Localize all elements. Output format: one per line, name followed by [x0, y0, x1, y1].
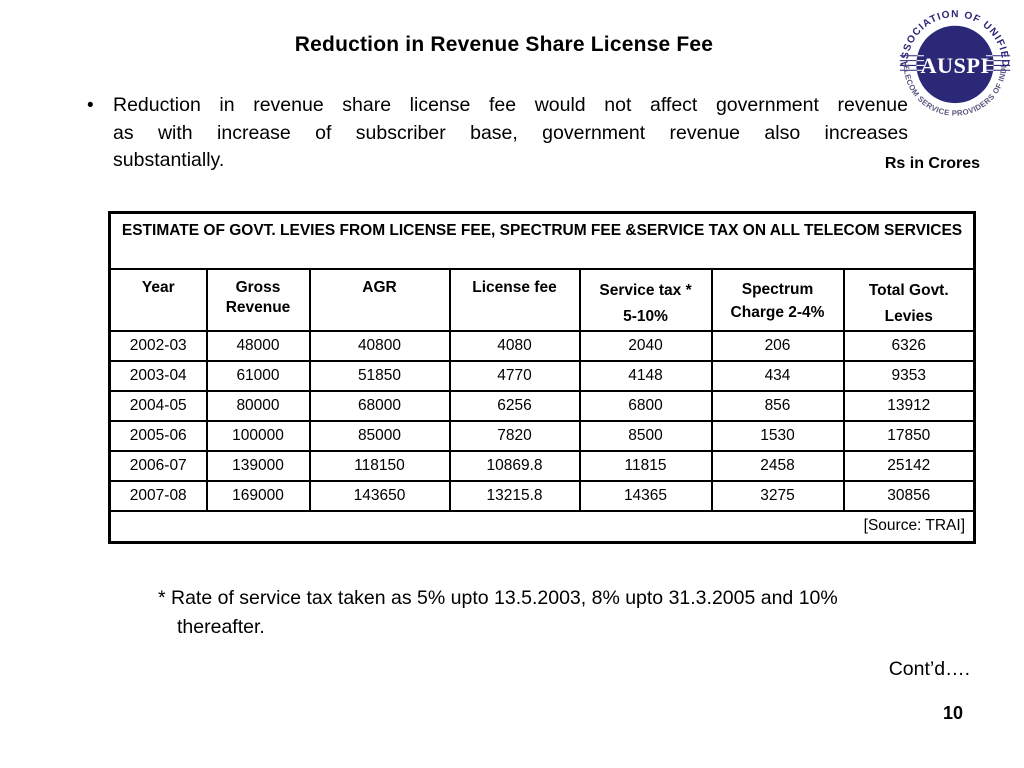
levies-table: ESTIMATE OF GOVT. LEVIES FROM LICENSE FE… [108, 211, 977, 544]
table-row: 2004-05 80000 68000 6256 6800 856 13912 [108, 389, 976, 422]
contd-note: Cont’d…. [888, 658, 970, 680]
column-header-total-govt-levies: Total Govt. Levies [842, 267, 976, 332]
table-cell: 139000 [205, 449, 311, 482]
bullet-marker: • [87, 95, 94, 116]
table-cell: 61000 [205, 359, 311, 392]
table-row: 2006-07 139000 118150 10869.8 11815 2458… [108, 449, 976, 482]
table-source: [Source: TRAI] [108, 509, 976, 544]
table-cell: 1530 [710, 419, 845, 452]
table-row: 2002-03 48000 40800 4080 2040 206 6326 [108, 329, 976, 362]
table-cell: 2006-07 [108, 449, 208, 482]
units-note: Rs in Crores [884, 155, 980, 172]
footnote: * Rate of service tax taken as 5% upto 1… [158, 584, 838, 641]
auspi-acronym: AUSPI [920, 53, 989, 78]
column-header-service-tax: Service tax * 5-10% [578, 267, 713, 332]
table-cell: 11815 [578, 449, 713, 482]
table-cell: 2005-06 [108, 419, 208, 452]
table-cell: 3275 [710, 479, 845, 512]
bullet-block: • Reduction in revenue share license fee… [85, 92, 910, 175]
column-header-agr: AGR [308, 267, 451, 332]
table-cell: 85000 [308, 419, 451, 452]
bullet-line: Reduction in revenue share license fee w… [113, 94, 908, 116]
table-cell: 14365 [578, 479, 713, 512]
table-cell: 40800 [308, 329, 451, 362]
table-cell: 8500 [578, 419, 713, 452]
column-header-gross-revenue: Gross Revenue [205, 267, 311, 332]
table-cell: 2040 [578, 329, 713, 362]
table-row: 2007-08 169000 143650 13215.8 14365 3275… [108, 479, 976, 512]
table-cell: 143650 [308, 479, 451, 512]
table-cell: 9353 [842, 359, 976, 392]
table-cell: 17850 [842, 419, 976, 452]
table-cell: 6256 [448, 389, 581, 422]
table-cell: 2007-08 [108, 479, 208, 512]
table-cell: 13215.8 [448, 479, 581, 512]
footnote-line: * Rate of service tax taken as 5% upto 1… [158, 587, 838, 609]
auspi-logo: AUSPI ASSOCIATION OF UNIFIED TELECOM SER… [897, 5, 1013, 122]
bullet-line: substantially. [113, 149, 225, 171]
table-cell: 10869.8 [448, 449, 581, 482]
slide-title: Reduction in Revenue Share License Fee [294, 33, 714, 56]
bullet-line: as with increase of subscriber base, gov… [113, 121, 908, 144]
table-cell: 4080 [448, 329, 581, 362]
table-cell: 100000 [205, 419, 311, 452]
table-cell: 434 [710, 359, 845, 392]
table-cell: 6326 [842, 329, 976, 362]
column-header-year: Year [108, 267, 208, 332]
table-cell: 118150 [308, 449, 451, 482]
table-cell: 856 [710, 389, 845, 422]
table-cell: 13912 [842, 389, 976, 422]
table-cell: 2003-04 [108, 359, 208, 392]
column-header-spectrum-charge: Spectrum Charge 2-4% [710, 267, 845, 332]
logo-text-backing [924, 49, 986, 77]
table-cell: 4770 [448, 359, 581, 392]
table-cell: 2002-03 [108, 329, 208, 362]
table-source-row: [Source: TRAI] [108, 509, 976, 544]
table-cell: 2004-05 [108, 389, 208, 422]
table-row: 2003-04 61000 51850 4770 4148 434 9353 [108, 359, 976, 392]
table-cell: 48000 [205, 329, 311, 362]
page-number: 10 [942, 703, 963, 723]
table-cell: 80000 [205, 389, 311, 422]
table-cell: 7820 [448, 419, 581, 452]
column-header-license-fee: License fee [448, 267, 581, 332]
table-title: ESTIMATE OF GOVT. LEVIES FROM LICENSE FE… [108, 211, 976, 270]
table-cell: 6800 [578, 389, 713, 422]
table-cell: 206 [710, 329, 845, 362]
table-cell: 169000 [205, 479, 311, 512]
table-header-row: Year Gross Revenue AGR License fee Servi… [108, 267, 976, 332]
table-cell: 4148 [578, 359, 713, 392]
levies-table-wrap: ESTIMATE OF GOVT. LEVIES FROM LICENSE FE… [108, 211, 977, 544]
bullet-text: Reduction in revenue share license fee w… [113, 92, 908, 175]
table-cell: 51850 [308, 359, 451, 392]
table-cell: 68000 [308, 389, 451, 422]
auspi-logo-svg: AUSPI ASSOCIATION OF UNIFIED TELECOM SER… [897, 5, 1011, 118]
table-cell: 25142 [842, 449, 976, 482]
footnote-line: thereafter. [177, 615, 265, 638]
table-cell: 2458 [710, 449, 845, 482]
table-cell: 30856 [842, 479, 976, 512]
table-row: 2005-06 100000 85000 7820 8500 1530 1785… [108, 419, 976, 452]
table-title-row: ESTIMATE OF GOVT. LEVIES FROM LICENSE FE… [108, 211, 976, 270]
